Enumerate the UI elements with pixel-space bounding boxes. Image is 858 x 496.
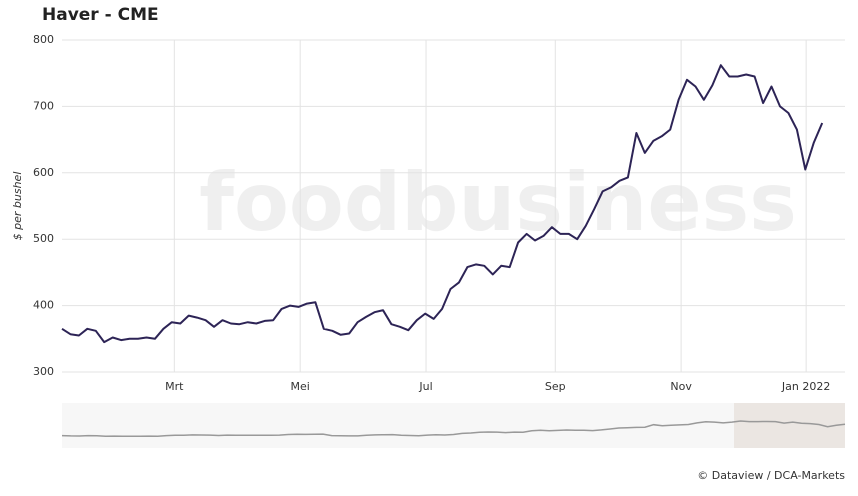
y-tick-label: 500 — [33, 232, 54, 245]
navigator — [62, 403, 845, 448]
line — [61, 64, 824, 344]
credit: © Dataview / DCA-Markets — [697, 469, 845, 482]
x-tick-label: Jul — [418, 380, 432, 393]
chart-title: Haver - CME — [42, 5, 159, 25]
x-tick-label: Mei — [291, 380, 310, 393]
navigator-window — [734, 403, 845, 448]
y-tick-label: 800 — [33, 33, 54, 46]
watermark: foodbusiness — [199, 156, 797, 249]
x-tick-label: Mrt — [165, 380, 184, 393]
x-tick-label: Nov — [670, 380, 692, 393]
x-tick-label: Sep — [545, 380, 566, 393]
navigator-line — [61, 420, 846, 438]
y-tick-label: 600 — [33, 166, 54, 179]
y-tick-label: 300 — [33, 365, 54, 378]
y-tick-label: 400 — [33, 299, 54, 312]
x-tick-label: Jan 2022 — [781, 380, 830, 393]
y-tick-label: 700 — [33, 99, 54, 112]
y-axis-label: $ per bushel — [11, 172, 24, 241]
